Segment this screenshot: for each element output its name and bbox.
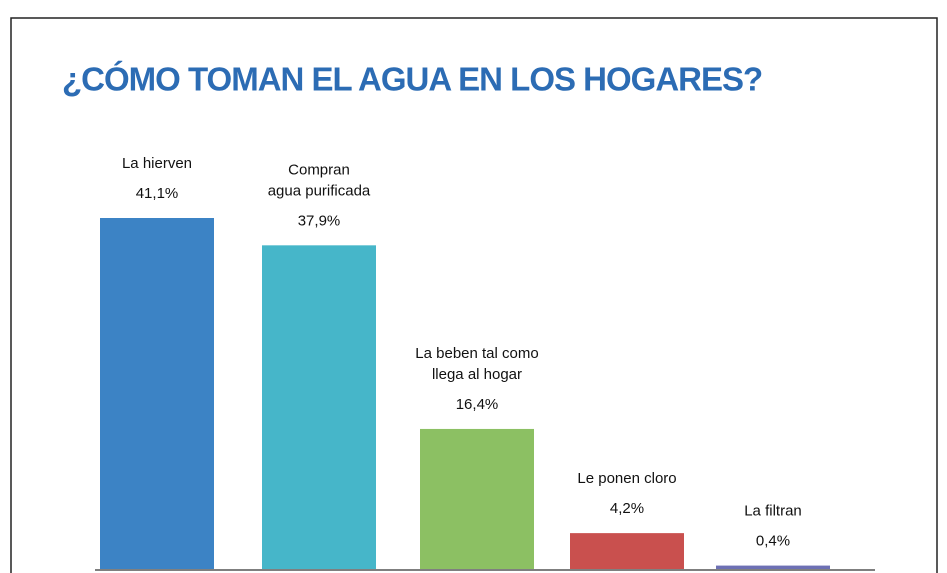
value-label: 4,2% xyxy=(610,500,644,517)
value-label: 0,4% xyxy=(756,533,790,550)
category-label: La hierven xyxy=(122,155,192,172)
frame xyxy=(10,17,938,573)
bar xyxy=(100,218,214,569)
chart-title: ¿CÓMO TOMAN EL AGUA EN LOS HOGARES? xyxy=(62,61,762,98)
category-label: llega al hogar xyxy=(432,366,522,383)
value-label: 16,4% xyxy=(456,396,499,413)
bar xyxy=(716,565,830,569)
category-label: La beben tal como xyxy=(415,345,538,362)
value-label: 37,9% xyxy=(298,212,341,229)
category-label: La filtran xyxy=(744,503,802,520)
category-label: Compran xyxy=(288,161,350,178)
bar xyxy=(420,428,534,569)
category-label: agua purificada xyxy=(268,182,371,199)
bar xyxy=(262,245,376,569)
value-label: 41,1% xyxy=(136,185,179,202)
category-label: Le ponen cloro xyxy=(577,470,676,487)
bar xyxy=(570,533,684,569)
